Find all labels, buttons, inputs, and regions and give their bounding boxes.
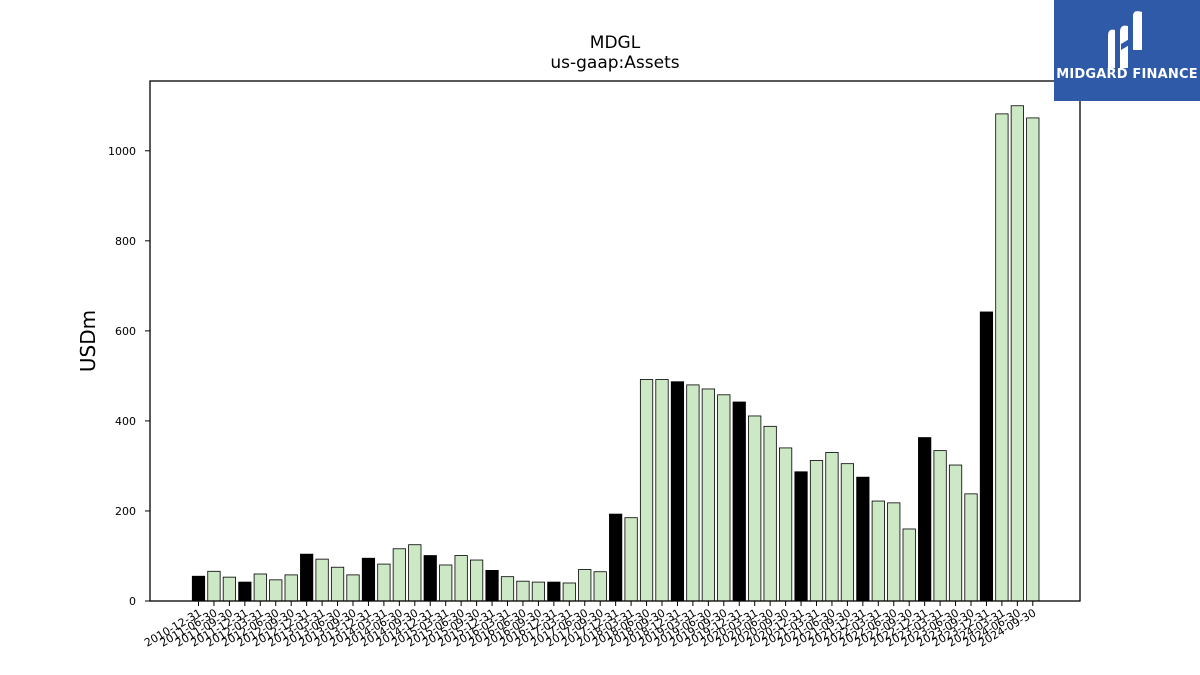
bar-2024-06-30 (1010, 105, 1024, 602)
bar-2020-12-31 (794, 471, 808, 602)
chart-subtitle: us-gaap:Assets (550, 53, 679, 73)
bar-2014-06-30 (392, 548, 406, 602)
bar-2020-06-30 (763, 425, 777, 602)
bar-2018-12-31 (670, 381, 685, 602)
bar-2011-12-31 (238, 581, 252, 602)
bar-2017-12-31 (609, 513, 623, 602)
midgard-finance-logo: MIDGARD FINANCE (1054, 0, 1200, 101)
bar-2013-09-30 (346, 574, 360, 602)
bar-2015-03-31 (439, 564, 453, 602)
bar-2011-09-30 (222, 576, 236, 602)
bar-2015-09-30 (469, 559, 484, 602)
bar-2019-06-30 (701, 388, 715, 602)
plot-frame (149, 80, 1081, 602)
bar-2012-06-30 (269, 579, 283, 602)
bar-2014-12-31 (423, 555, 437, 602)
midgard-logo-icon (1108, 11, 1142, 69)
bar-2021-03-31 (809, 460, 824, 602)
y-tick-label: 800 (115, 235, 136, 248)
bar-2020-09-30 (779, 447, 793, 602)
bar-2019-09-30 (717, 394, 731, 602)
bar-2018-09-30 (655, 379, 669, 602)
bar-series (191, 105, 1040, 602)
y-tick-label: 1000 (108, 145, 136, 158)
bar-2013-06-30 (330, 566, 345, 602)
bar-2012-03-31 (253, 573, 267, 602)
bar-2017-03-31 (562, 582, 576, 602)
bar-2017-09-30 (593, 571, 607, 602)
bar-2022-06-30 (887, 502, 901, 602)
bar-2022-12-31 (918, 437, 932, 602)
bar-2023-12-31 (979, 311, 994, 602)
bar-2022-03-31 (871, 500, 885, 602)
bar-2015-12-31 (485, 569, 499, 602)
bar-2021-09-30 (840, 463, 855, 602)
bar-2021-06-30 (825, 452, 839, 602)
y-tick-label: 600 (115, 325, 136, 338)
bar-2024-09-30 (1026, 117, 1040, 602)
y-axis-label: USDm (76, 310, 100, 372)
x-axis-ticks: 2010-12-312011-06-302011-09-302011-12-31… (142, 601, 1038, 650)
bar-2013-03-31 (315, 558, 329, 602)
bar-2018-03-31 (624, 517, 638, 602)
bar-2013-12-31 (361, 557, 376, 602)
bar-2016-12-31 (547, 581, 561, 602)
bar-2023-06-30 (948, 464, 963, 602)
bar-2016-06-30 (516, 580, 530, 602)
bar-2021-12-31 (856, 476, 870, 602)
bar-2023-03-31 (933, 450, 947, 602)
bar-2018-06-30 (639, 379, 654, 602)
y-tick-label: 400 (115, 415, 136, 428)
bar-2017-06-30 (578, 569, 592, 602)
bar-2014-03-31 (377, 563, 391, 602)
bar-2023-09-30 (964, 493, 978, 602)
bar-2016-09-30 (531, 581, 546, 602)
chart-title: MDGL (590, 33, 641, 53)
bar-2019-12-31 (732, 401, 746, 602)
y-axis-ticks: 0 200 400 600 800 1000 (108, 145, 150, 608)
bar-2024-03-31 (995, 113, 1009, 602)
bar-2012-12-31 (300, 553, 314, 602)
bar-2015-06-30 (454, 555, 468, 602)
bar-2022-09-30 (902, 528, 916, 602)
bar-2019-03-31 (686, 384, 700, 602)
brand-name: MIDGARD FINANCE (1056, 67, 1198, 82)
bar-2010-12-31 (191, 575, 206, 602)
y-tick-label: 200 (115, 505, 136, 518)
bar-2012-09-30 (284, 574, 298, 602)
bar-2020-03-31 (748, 415, 762, 602)
bar-2011-06-30 (207, 570, 221, 602)
y-tick-label: 0 (129, 595, 136, 608)
bar-2016-03-31 (500, 576, 515, 602)
bar-2014-09-30 (408, 544, 422, 602)
